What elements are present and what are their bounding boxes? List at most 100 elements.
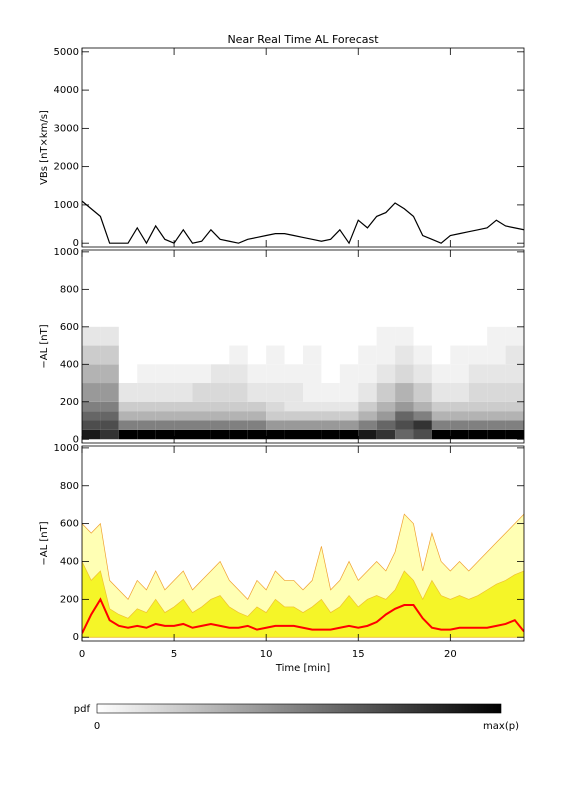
heatmap-cell — [284, 364, 303, 384]
heatmap-cell — [155, 383, 175, 402]
heatmap-cell — [137, 429, 156, 440]
median-line — [82, 597, 524, 634]
x-tick-label: 15 — [352, 649, 365, 660]
heatmap-cell — [229, 411, 248, 421]
heatmap-cell — [210, 420, 230, 430]
heatmap-cell — [376, 411, 396, 421]
heatmap-cell — [395, 345, 414, 365]
heatmap-cell — [395, 429, 414, 440]
heatmap-cell — [82, 411, 101, 421]
colorbar — [96, 703, 502, 714]
heatmap-cell — [303, 411, 322, 421]
heatmap-cell — [413, 345, 432, 365]
heatmap-cell — [82, 326, 101, 346]
heatmap-cell — [247, 383, 267, 402]
heatmap-cell — [192, 383, 211, 402]
heatmap-cell — [266, 401, 285, 412]
y-tick-label: 400 — [60, 556, 79, 567]
heatmap-cell — [321, 401, 340, 412]
heatmap-cell — [100, 364, 119, 384]
heatmap-cell — [303, 429, 322, 440]
plot-area — [82, 513, 524, 638]
axes-frame — [81, 47, 525, 248]
heatmap-cell — [395, 383, 414, 402]
plot-area — [82, 326, 524, 440]
heatmap-cell — [395, 326, 414, 346]
heatmap-cell — [137, 364, 156, 384]
heatmap-cell — [137, 383, 156, 402]
y-tick-label: 4000 — [54, 85, 79, 96]
heatmap-cell — [284, 383, 303, 402]
heatmap-cell — [413, 401, 432, 412]
colorbar-max-label: max(p) — [483, 721, 519, 732]
heatmap-cell — [358, 411, 377, 421]
heatmap-cell — [100, 429, 119, 440]
heatmap-cell — [82, 429, 101, 440]
heatmap-cell — [487, 411, 506, 421]
heatmap-cell — [303, 364, 322, 384]
heatmap-cell — [118, 383, 138, 402]
x-tick-label: 10 — [260, 649, 273, 660]
heatmap-cell — [339, 401, 359, 412]
heatmap-cell — [210, 429, 230, 440]
heatmap-cell — [505, 420, 524, 430]
heatmap-cell — [137, 420, 156, 430]
heatmap-cell — [468, 411, 488, 421]
axes-frame — [81, 445, 525, 642]
heatmap-cell — [376, 420, 396, 430]
heatmap-cell — [118, 401, 138, 412]
heatmap-cell — [303, 383, 322, 402]
heatmap-cell — [358, 429, 377, 440]
y-tick-label: 1000 — [54, 443, 79, 454]
y-tick-label: 2000 — [54, 162, 79, 173]
y-tick-label: 200 — [60, 397, 79, 408]
heatmap-cell — [100, 420, 119, 430]
heatmap-cell — [174, 420, 193, 430]
heatmap-cell — [376, 383, 396, 402]
plot-area — [82, 200, 524, 245]
heatmap-cell — [284, 420, 303, 430]
heatmap-cell — [505, 364, 524, 384]
heatmap-cell — [118, 420, 138, 430]
heatmap-cell — [303, 345, 322, 365]
y-tick-label: 600 — [60, 519, 79, 530]
heatmap-cell — [247, 429, 267, 440]
heatmap-cell — [450, 401, 469, 412]
heatmap-cell — [229, 383, 248, 402]
y-axis-label: −AL [nT] — [39, 521, 50, 565]
y-tick-label: 3000 — [54, 123, 79, 134]
heatmap-cell — [358, 420, 377, 430]
heatmap-cell — [100, 401, 119, 412]
heatmap-cell — [376, 345, 396, 365]
y-tick-label: 1000 — [54, 247, 79, 258]
heatmap-cell — [413, 364, 432, 384]
y-tick-label: 800 — [60, 481, 79, 492]
heatmap-cell — [487, 326, 506, 346]
heatmap-cell — [100, 345, 119, 365]
heatmap-cell — [229, 364, 248, 384]
heatmap-cell — [431, 401, 451, 412]
heatmap-cell — [413, 411, 432, 421]
heatmap-cell — [137, 401, 156, 412]
heatmap-cell — [321, 429, 340, 440]
x-tick-label: 20 — [444, 649, 457, 660]
axes-frame — [81, 249, 525, 444]
heatmap-cell — [487, 364, 506, 384]
heatmap-cell — [395, 364, 414, 384]
heatmap-cell — [487, 429, 506, 440]
heatmap-cell — [450, 429, 469, 440]
heatmap-cell — [155, 411, 175, 421]
heatmap-cell — [505, 401, 524, 412]
heatmap-cell — [229, 345, 248, 365]
heatmap-cell — [468, 429, 488, 440]
heatmap-cell — [376, 401, 396, 412]
heatmap-cell — [487, 420, 506, 430]
heatmap-cell — [431, 429, 451, 440]
heatmap-cell — [450, 345, 469, 365]
heatmap-cell — [358, 383, 377, 402]
heatmap-cell — [174, 383, 193, 402]
heatmap-cell — [284, 429, 303, 440]
heatmap-cell — [450, 411, 469, 421]
heatmap-cell — [450, 364, 469, 384]
heatmap-cell — [413, 429, 432, 440]
